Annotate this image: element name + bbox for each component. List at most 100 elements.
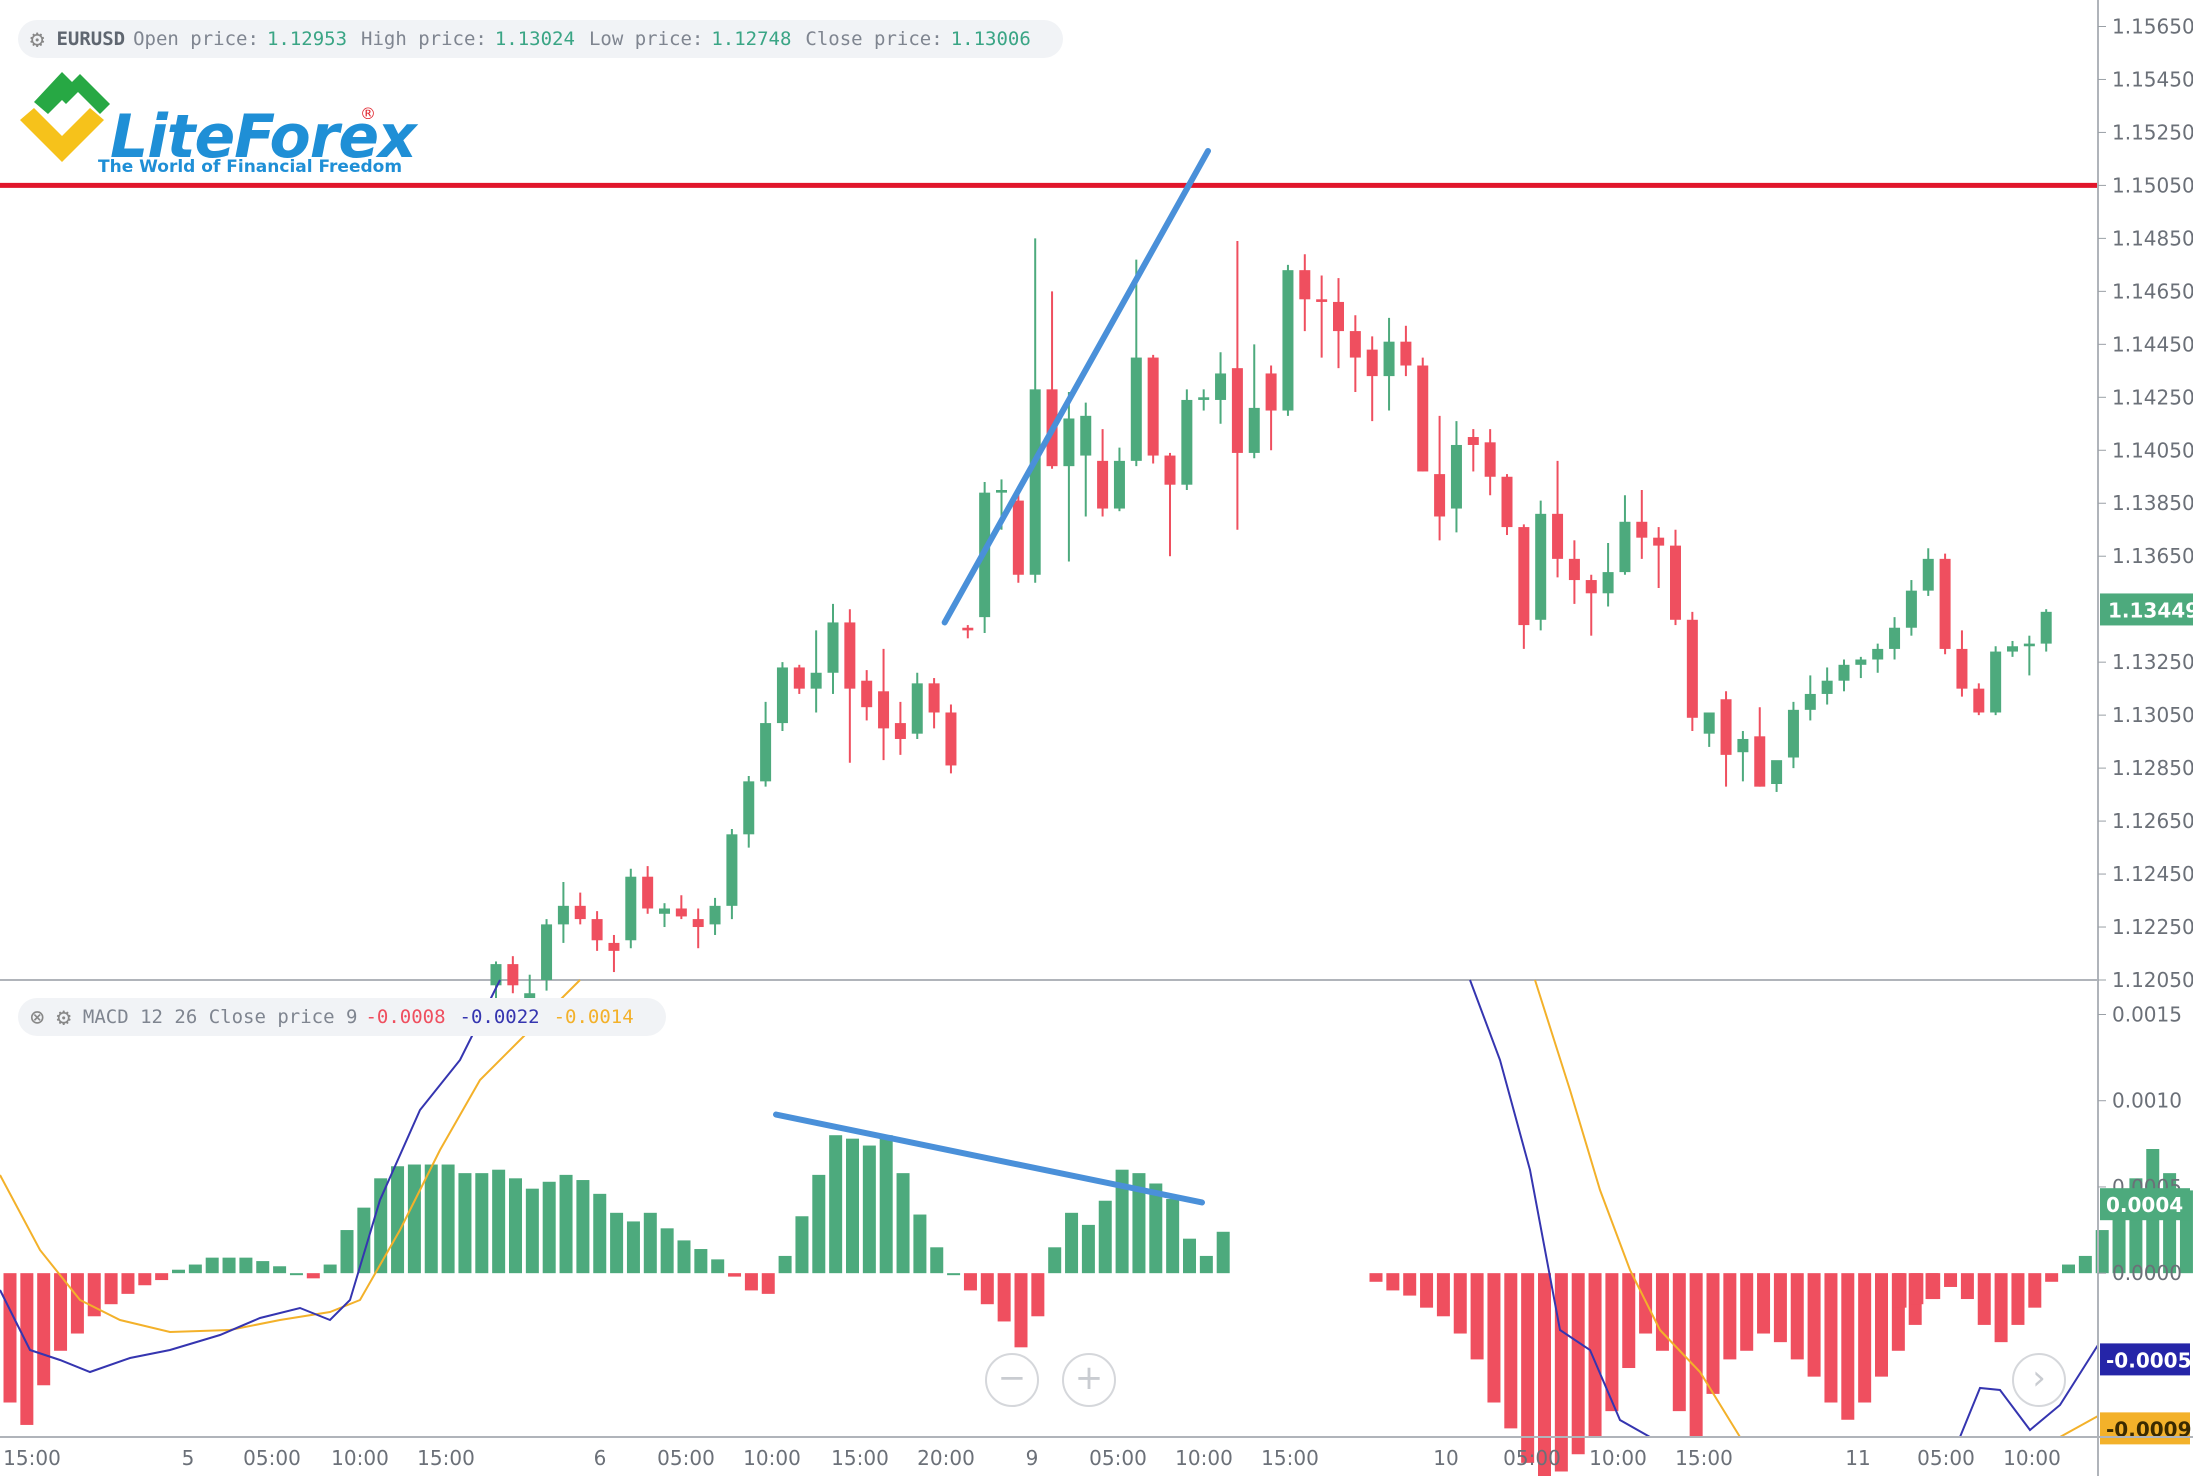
candle-body [1636,521,1648,538]
candle [928,678,940,729]
close-icon[interactable]: ⊗ [30,1003,45,1031]
time-tick-label: 10:00 [1175,1446,1233,1470]
macd-histogram-bar [795,1216,809,1274]
macd-histogram-bar [1960,1273,1974,1300]
macd-histogram-bar [728,1273,742,1277]
candle [1754,707,1766,787]
macd-histogram-bar [458,1173,472,1274]
close-label: Close price: [805,28,943,50]
candle [1349,315,1361,392]
candle [1619,495,1631,575]
macd-histogram-bar [1048,1247,1062,1274]
time-tick-label: 10 [1433,1446,1458,1470]
candle-body [1299,270,1311,300]
price-tick-label: 1.12050 [2112,968,2193,992]
macd-histogram-bar [1420,1273,1434,1308]
candle-body [894,723,906,739]
macd-histogram-bar [1571,1273,1585,1455]
macd-histogram-bar [1977,1273,1991,1325]
candle-body [709,905,721,925]
time-tick-label: 15:00 [417,1446,475,1470]
macd-histogram-bar [205,1257,219,1274]
candle [1333,278,1344,369]
candle [1855,656,1867,679]
macd-histogram-bar [306,1273,320,1279]
candle [541,919,553,991]
macd-histogram-bar [711,1259,725,1274]
time-tick-label: 11 [1845,1446,1870,1470]
candle [894,701,906,755]
candle [1417,357,1429,472]
candle-body [1282,270,1294,411]
candle [1670,529,1681,626]
candle [1821,667,1833,705]
macd-tick-label: 0.0015 [2112,1002,2182,1026]
zoom-out-button[interactable]: − [985,1353,1039,1407]
candle-body [1619,521,1631,573]
macd-histogram-bar [1166,1199,1180,1274]
candle-body [1821,680,1833,694]
candle-body [726,834,738,906]
time-tick-label: 15:00 [1261,1446,1319,1470]
candle-body [878,691,890,729]
macd-histogram-bar [357,1207,371,1274]
current-price-label: 1.13449 [2108,598,2193,622]
close-value: 1.13006 [950,28,1031,50]
candle-body [1552,513,1564,559]
macd-histogram-bar [1014,1273,1028,1348]
candle [1720,691,1732,787]
price-tick-label: 1.14050 [2112,438,2193,462]
candle [1299,254,1311,332]
macd-histogram-bar [2011,1273,2025,1325]
candle-body [1568,558,1580,581]
candle [1905,580,1917,636]
price-tick-label: 1.15050 [2112,173,2193,197]
macd-histogram-bar [1757,1273,1771,1334]
gear-icon[interactable]: ⚙ [56,1003,71,1031]
time-tick-label: 15:00 [1675,1446,1733,1470]
macd-histogram-bar [761,1273,775,1294]
price-tick-label: 1.13650 [2112,544,2193,568]
macd-histogram-bar [1588,1273,1602,1437]
macd-histogram-bar [1216,1231,1230,1274]
time-tick-label: 05:00 [1089,1446,1147,1470]
candle-body [1922,558,1934,591]
macd-line [1959,1344,2099,1438]
price-axis: 1.15650 1.15450 1.15250 1.15050 1.14850 1.146… [2097,0,2193,1476]
macd-histogram-bar [963,1273,977,1291]
candle-body [1113,460,1125,509]
macd-histogram-bar [256,1261,270,1274]
candle-body [1063,418,1075,467]
candle-body [1889,627,1901,649]
candle-body [776,667,788,724]
macd-histogram-bar [1487,1273,1501,1403]
candle-body [1366,349,1378,377]
candle [962,625,974,639]
price-tick-label: 1.14850 [2112,226,2193,250]
zoom-in-button[interactable]: + [1062,1353,1116,1407]
macd-trendline [773,1111,1205,1206]
candle [1063,392,1075,562]
candle [1130,259,1142,467]
macd-histogram-bar [812,1174,826,1274]
candle-body [591,919,603,941]
candle-body [1653,537,1665,546]
scroll-forward-button[interactable]: › [2012,1353,2066,1407]
macd-histogram-bar [997,1273,1011,1322]
candle-body [642,876,654,909]
candle-body [1905,590,1917,628]
macd-histogram-bar [1622,1273,1636,1369]
macd-line-value: -0.0022 [459,1006,540,1028]
candle [861,670,873,721]
candle-body [1939,558,1951,649]
gear-icon[interactable]: ⚙ [30,25,45,53]
candle-body [659,908,670,914]
macd-histogram-bar [222,1257,236,1274]
price-tick-label: 1.14250 [2112,385,2193,409]
time-tick-label: 5 [182,1446,195,1470]
signal-value-tag [2100,1412,2190,1445]
macd-histogram-bar [778,1255,792,1274]
candle [1198,389,1210,411]
candle [675,895,687,920]
